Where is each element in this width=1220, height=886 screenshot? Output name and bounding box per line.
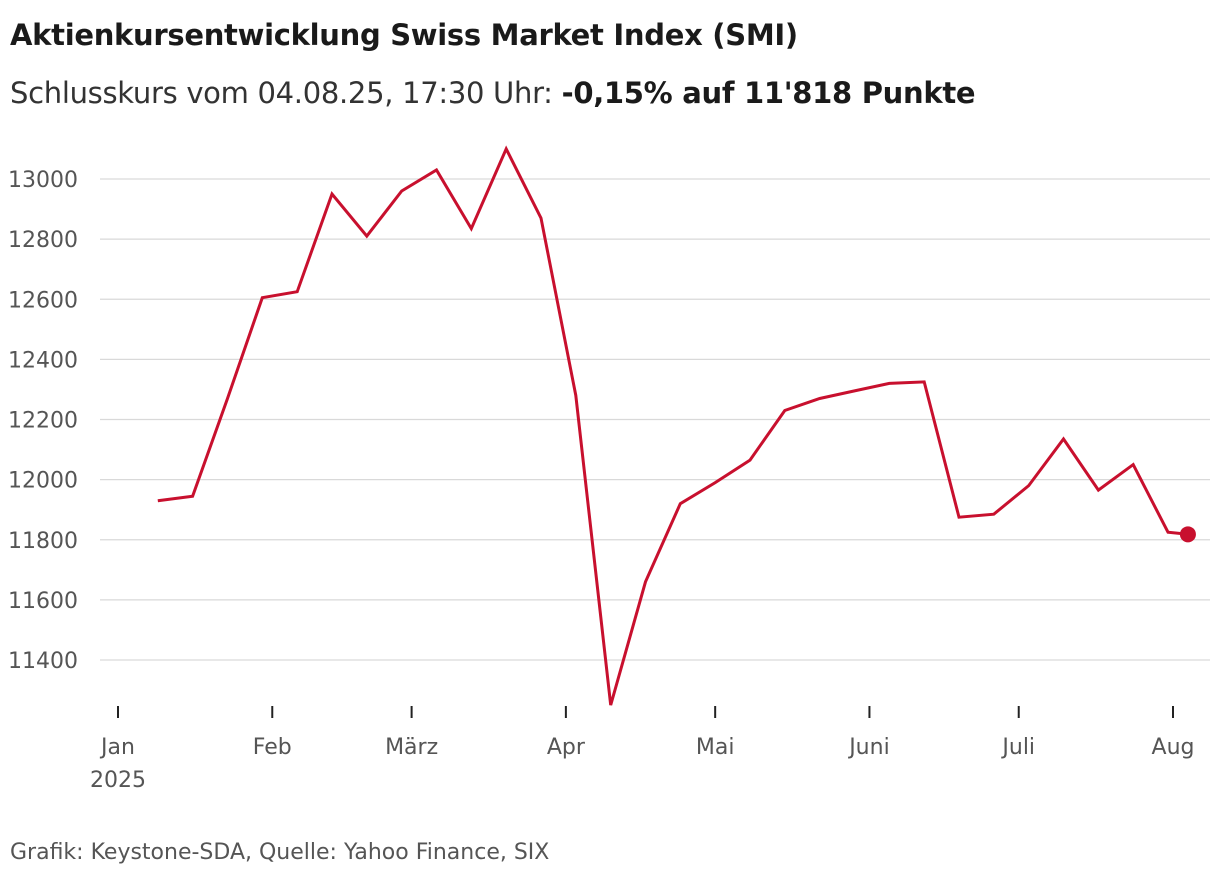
y-tick-label: 13000 [8,168,78,193]
y-tick-label: 11600 [8,589,78,614]
y-tick-label: 12600 [8,288,78,313]
last-value-marker [1179,526,1196,543]
y-tick-label: 12000 [8,469,78,494]
x-tick-label: März [385,735,438,760]
chart-title: Aktienkursentwicklung Swiss Market Index… [10,18,798,52]
subtitle-prefix: Schlusskurs vom 04.08.25, 17:30 Uhr: [10,76,553,110]
x-tick-sublabel: 2025 [90,768,146,793]
y-tick-label: 11800 [8,529,78,554]
x-tick-label: Aug [1152,735,1195,760]
x-tick-label: Jan [99,735,135,760]
x-tick-label: Mai [696,735,735,760]
x-tick-label: Juli [1000,735,1035,760]
x-tick-label: Apr [547,735,586,760]
y-tick-label: 12400 [8,348,78,373]
y-tick-label: 11400 [8,649,78,674]
y-tick-label: 12200 [8,409,78,434]
subtitle-highlight: -0,15% auf 11'818 Punkte [561,76,976,110]
grid-lines [100,178,1210,661]
x-axis: Jan 2025 Feb März Apr Mai Juni Juli Aug [90,706,1194,793]
x-tick-label: Feb [253,735,292,760]
x-tick-label: Juni [847,735,890,760]
y-axis: 11400 11600 11800 12000 12200 12400 12600 12800… [8,168,78,674]
chart-subtitle: Schlusskurs vom 04.08.25, 17:30 Uhr: -0,… [10,76,976,110]
source-note: Grafik: Keystone-SDA, Quelle: Yahoo Fina… [10,840,550,865]
series-line-smi [157,145,1189,706]
series-layer [157,145,1196,706]
y-tick-label: 12800 [8,228,78,253]
